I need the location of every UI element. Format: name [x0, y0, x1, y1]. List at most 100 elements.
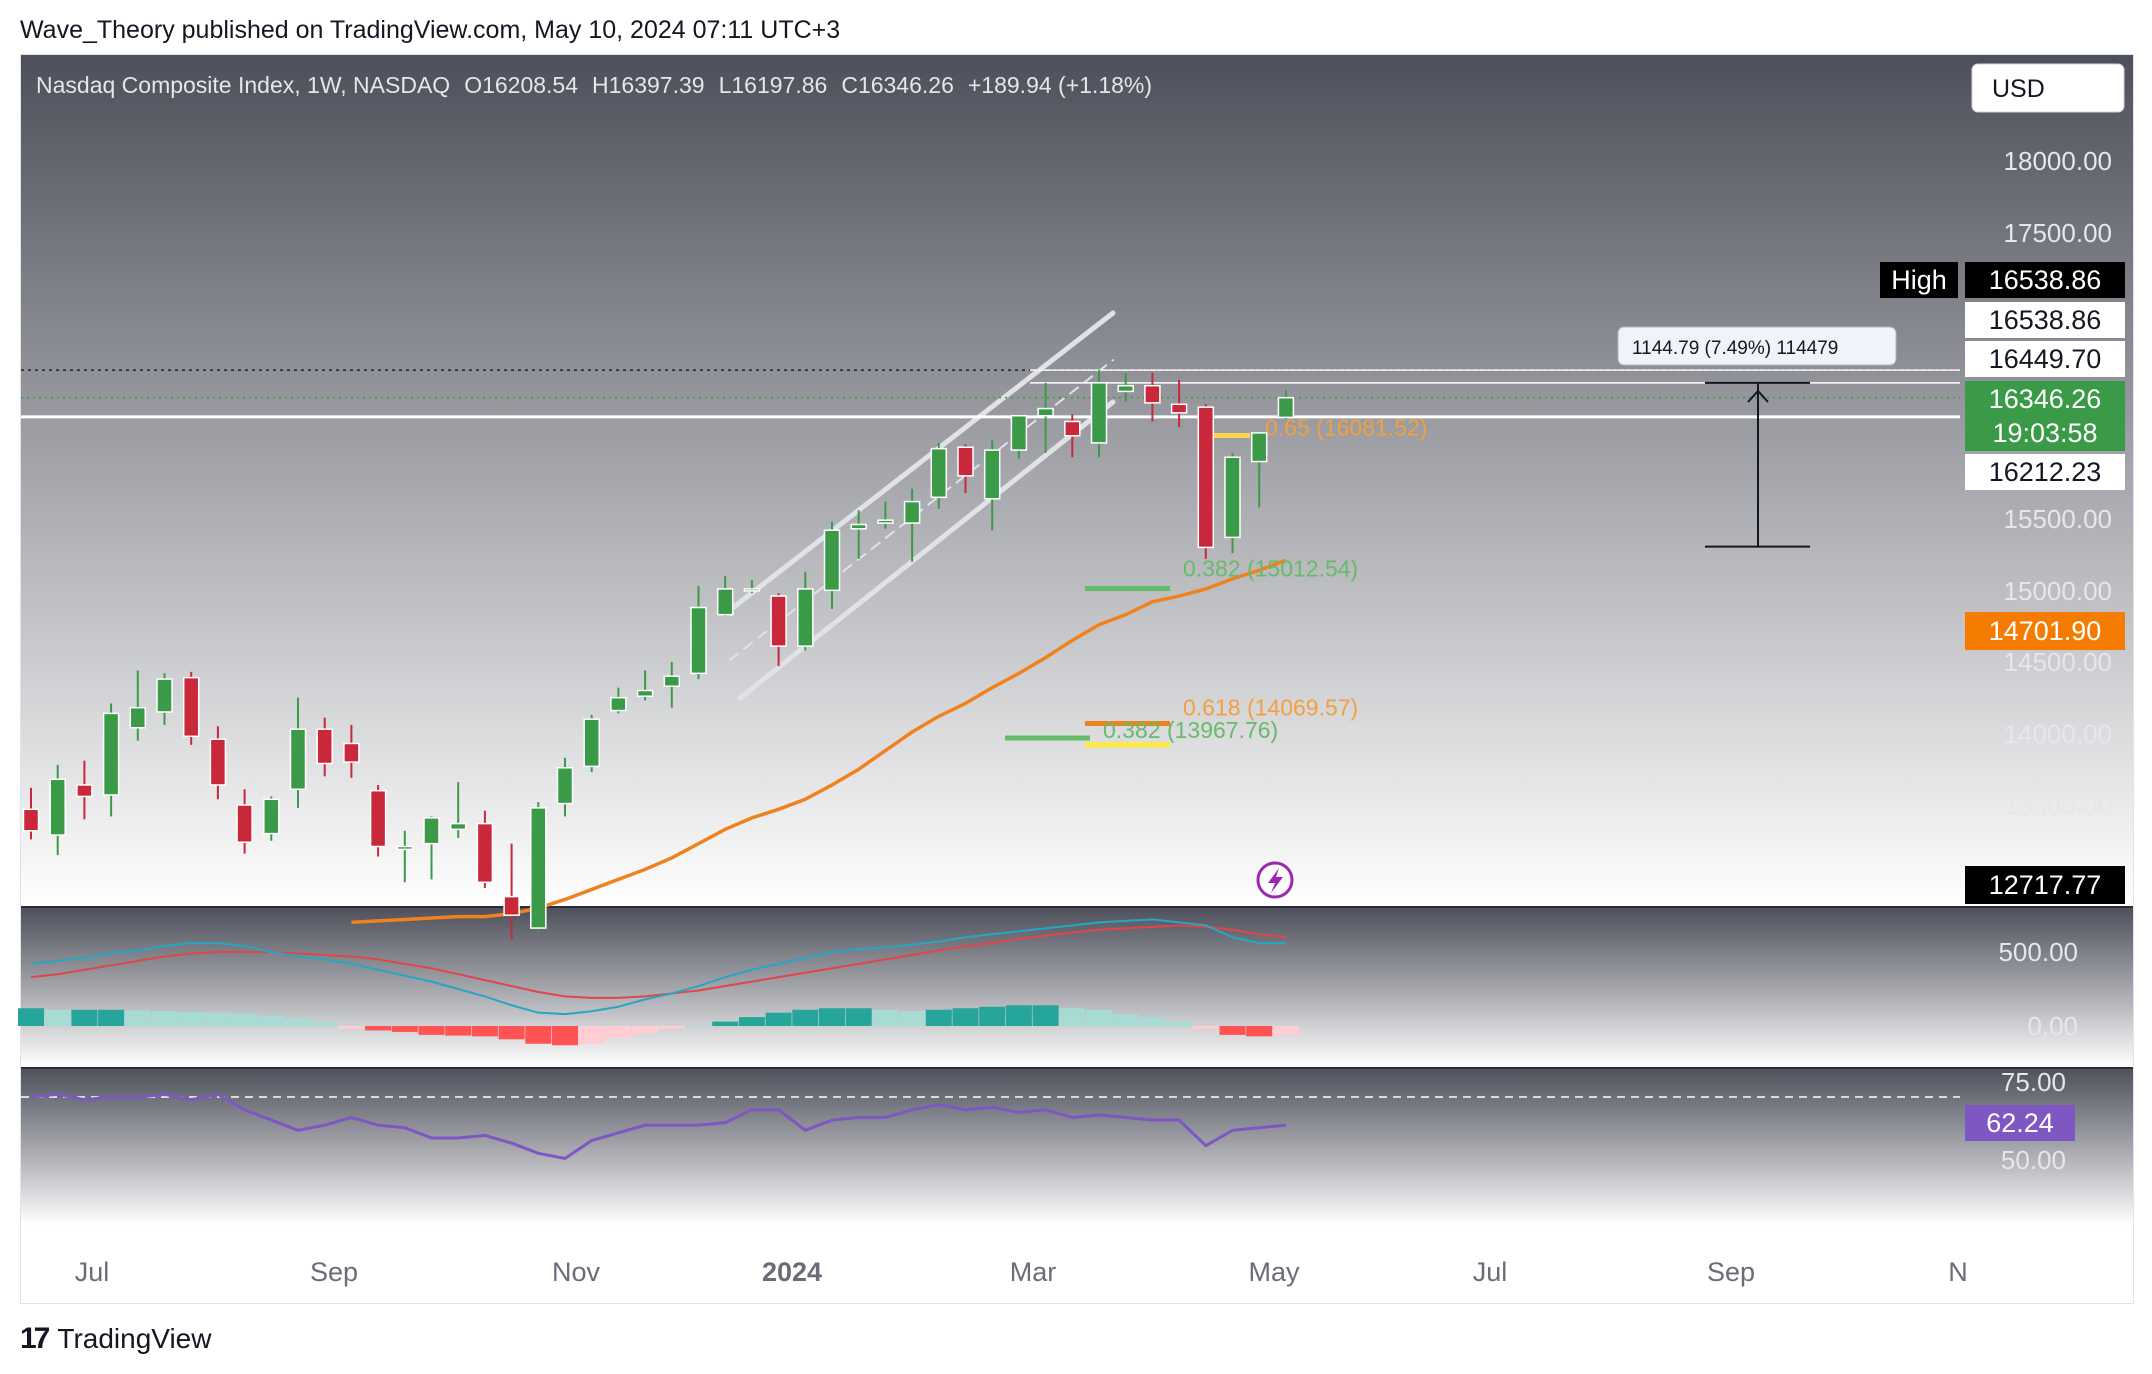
candle-body [129, 706, 147, 729]
macd-histogram-bar [44, 1009, 71, 1026]
candle-body [1010, 414, 1028, 451]
candle-body [236, 804, 253, 843]
candle[interactable] [1170, 379, 1188, 428]
time-tick-label: Sep [310, 1257, 358, 1287]
candle[interactable] [263, 796, 280, 841]
macd-histogram-bar [1005, 1005, 1032, 1026]
currency-button[interactable]: USD [1971, 63, 2125, 113]
current-price-label-bg [1965, 381, 2125, 417]
time-axis: Jul Sep Nov 2024 Mar May Jul Sep N [75, 1257, 1968, 1287]
high-price-label: 16538.86 [1989, 265, 2102, 295]
fibonacci-levels: 0.65 (16081.52) 0.382 (15012.54) 0.618 (14… [1005, 415, 1427, 748]
candle[interactable] [850, 510, 867, 559]
candle-body [76, 784, 93, 798]
candle[interactable] [583, 714, 600, 773]
macd-histogram-bar [204, 1012, 231, 1026]
candle[interactable] [316, 717, 333, 777]
candle[interactable] [716, 576, 734, 617]
channel-line [737, 399, 1116, 701]
candle[interactable] [129, 670, 147, 741]
candle-body [396, 845, 414, 851]
candle[interactable] [236, 789, 253, 854]
candle-body [449, 822, 467, 831]
macd-histogram-bar [338, 1026, 365, 1029]
candle[interactable] [1037, 382, 1054, 453]
price-labels: High 16538.86 16538.86 16449.70 16346.26 19:0… [1880, 262, 2125, 1141]
candle[interactable] [530, 802, 547, 934]
price-tick-label: 18000.00 [2004, 146, 2112, 176]
candle[interactable] [156, 673, 173, 725]
candle-body [743, 588, 761, 592]
ma-price-label-bg [1965, 612, 2125, 650]
candle[interactable] [690, 586, 707, 680]
candle[interactable] [449, 782, 467, 838]
candle-body [423, 817, 440, 845]
macd-histogram-bar [738, 1017, 765, 1026]
rsi-pane-bg [21, 1067, 2133, 1225]
candle[interactable] [423, 816, 440, 880]
macd-histogram-bar [71, 1009, 98, 1026]
candle[interactable] [663, 661, 681, 708]
candle-body [716, 588, 734, 616]
macd-histogram-bar [285, 1018, 311, 1026]
macd-histogram-bar [952, 1008, 979, 1026]
macd-histogram-bar [445, 1026, 472, 1036]
candle[interactable] [209, 726, 227, 800]
candle[interactable] [1090, 369, 1108, 458]
candles[interactable] [22, 369, 1295, 940]
candle[interactable] [556, 757, 574, 817]
candle[interactable] [823, 521, 841, 609]
candle[interactable] [1197, 404, 1215, 559]
macd-histogram-bar [765, 1012, 792, 1026]
candle[interactable] [1117, 372, 1134, 402]
lightning-icon[interactable] [1256, 861, 1294, 899]
candle[interactable] [797, 571, 814, 651]
macd-histogram-bar [872, 1009, 899, 1026]
candle[interactable] [289, 697, 307, 808]
legend-symbol: Nasdaq Composite Index, 1W, NASDAQ [36, 72, 450, 98]
high-tag: High [1891, 265, 1947, 295]
candle-body [209, 738, 227, 786]
candle[interactable] [1224, 452, 1241, 554]
macd-histogram-bar [552, 1026, 578, 1046]
macd-histogram-bar [18, 1008, 44, 1026]
candle[interactable] [76, 760, 93, 820]
price-label-bg [1965, 454, 2125, 490]
price-label-bg [1965, 341, 2125, 377]
macd-histogram-bar [1246, 1026, 1273, 1037]
candle[interactable] [102, 703, 120, 817]
candle[interactable] [983, 440, 1001, 531]
candle[interactable] [1010, 414, 1028, 459]
candle-body [1170, 403, 1188, 414]
candle[interactable] [1144, 372, 1161, 422]
candle[interactable] [343, 724, 360, 778]
candle[interactable] [503, 843, 520, 940]
macd-tick-label: 500.00 [1998, 937, 2078, 967]
candle[interactable] [770, 593, 787, 667]
candle[interactable] [957, 444, 974, 494]
macd-histogram-bar [1272, 1026, 1299, 1035]
candle-body [156, 678, 173, 713]
candle[interactable] [22, 787, 40, 840]
candle[interactable] [610, 687, 627, 714]
price-tick-label: 14000.00 [2004, 719, 2112, 749]
candle-body [49, 778, 66, 836]
time-tick-label: Nov [552, 1257, 601, 1287]
candle[interactable] [930, 442, 948, 509]
candle[interactable] [369, 784, 387, 857]
candle[interactable] [903, 488, 921, 562]
candle[interactable] [1277, 390, 1295, 419]
macd-histogram-bar [605, 1026, 632, 1038]
candle[interactable] [636, 670, 654, 701]
candle[interactable] [476, 810, 494, 889]
macd-histogram-bar [1086, 1009, 1112, 1026]
candle[interactable] [49, 764, 66, 856]
candle[interactable] [396, 830, 414, 883]
candle[interactable] [1064, 414, 1081, 458]
candle[interactable] [743, 580, 761, 594]
candle[interactable] [1250, 432, 1268, 508]
macd-pane-bg [21, 907, 2133, 1067]
candle[interactable] [182, 671, 200, 745]
candle[interactable] [877, 501, 894, 529]
